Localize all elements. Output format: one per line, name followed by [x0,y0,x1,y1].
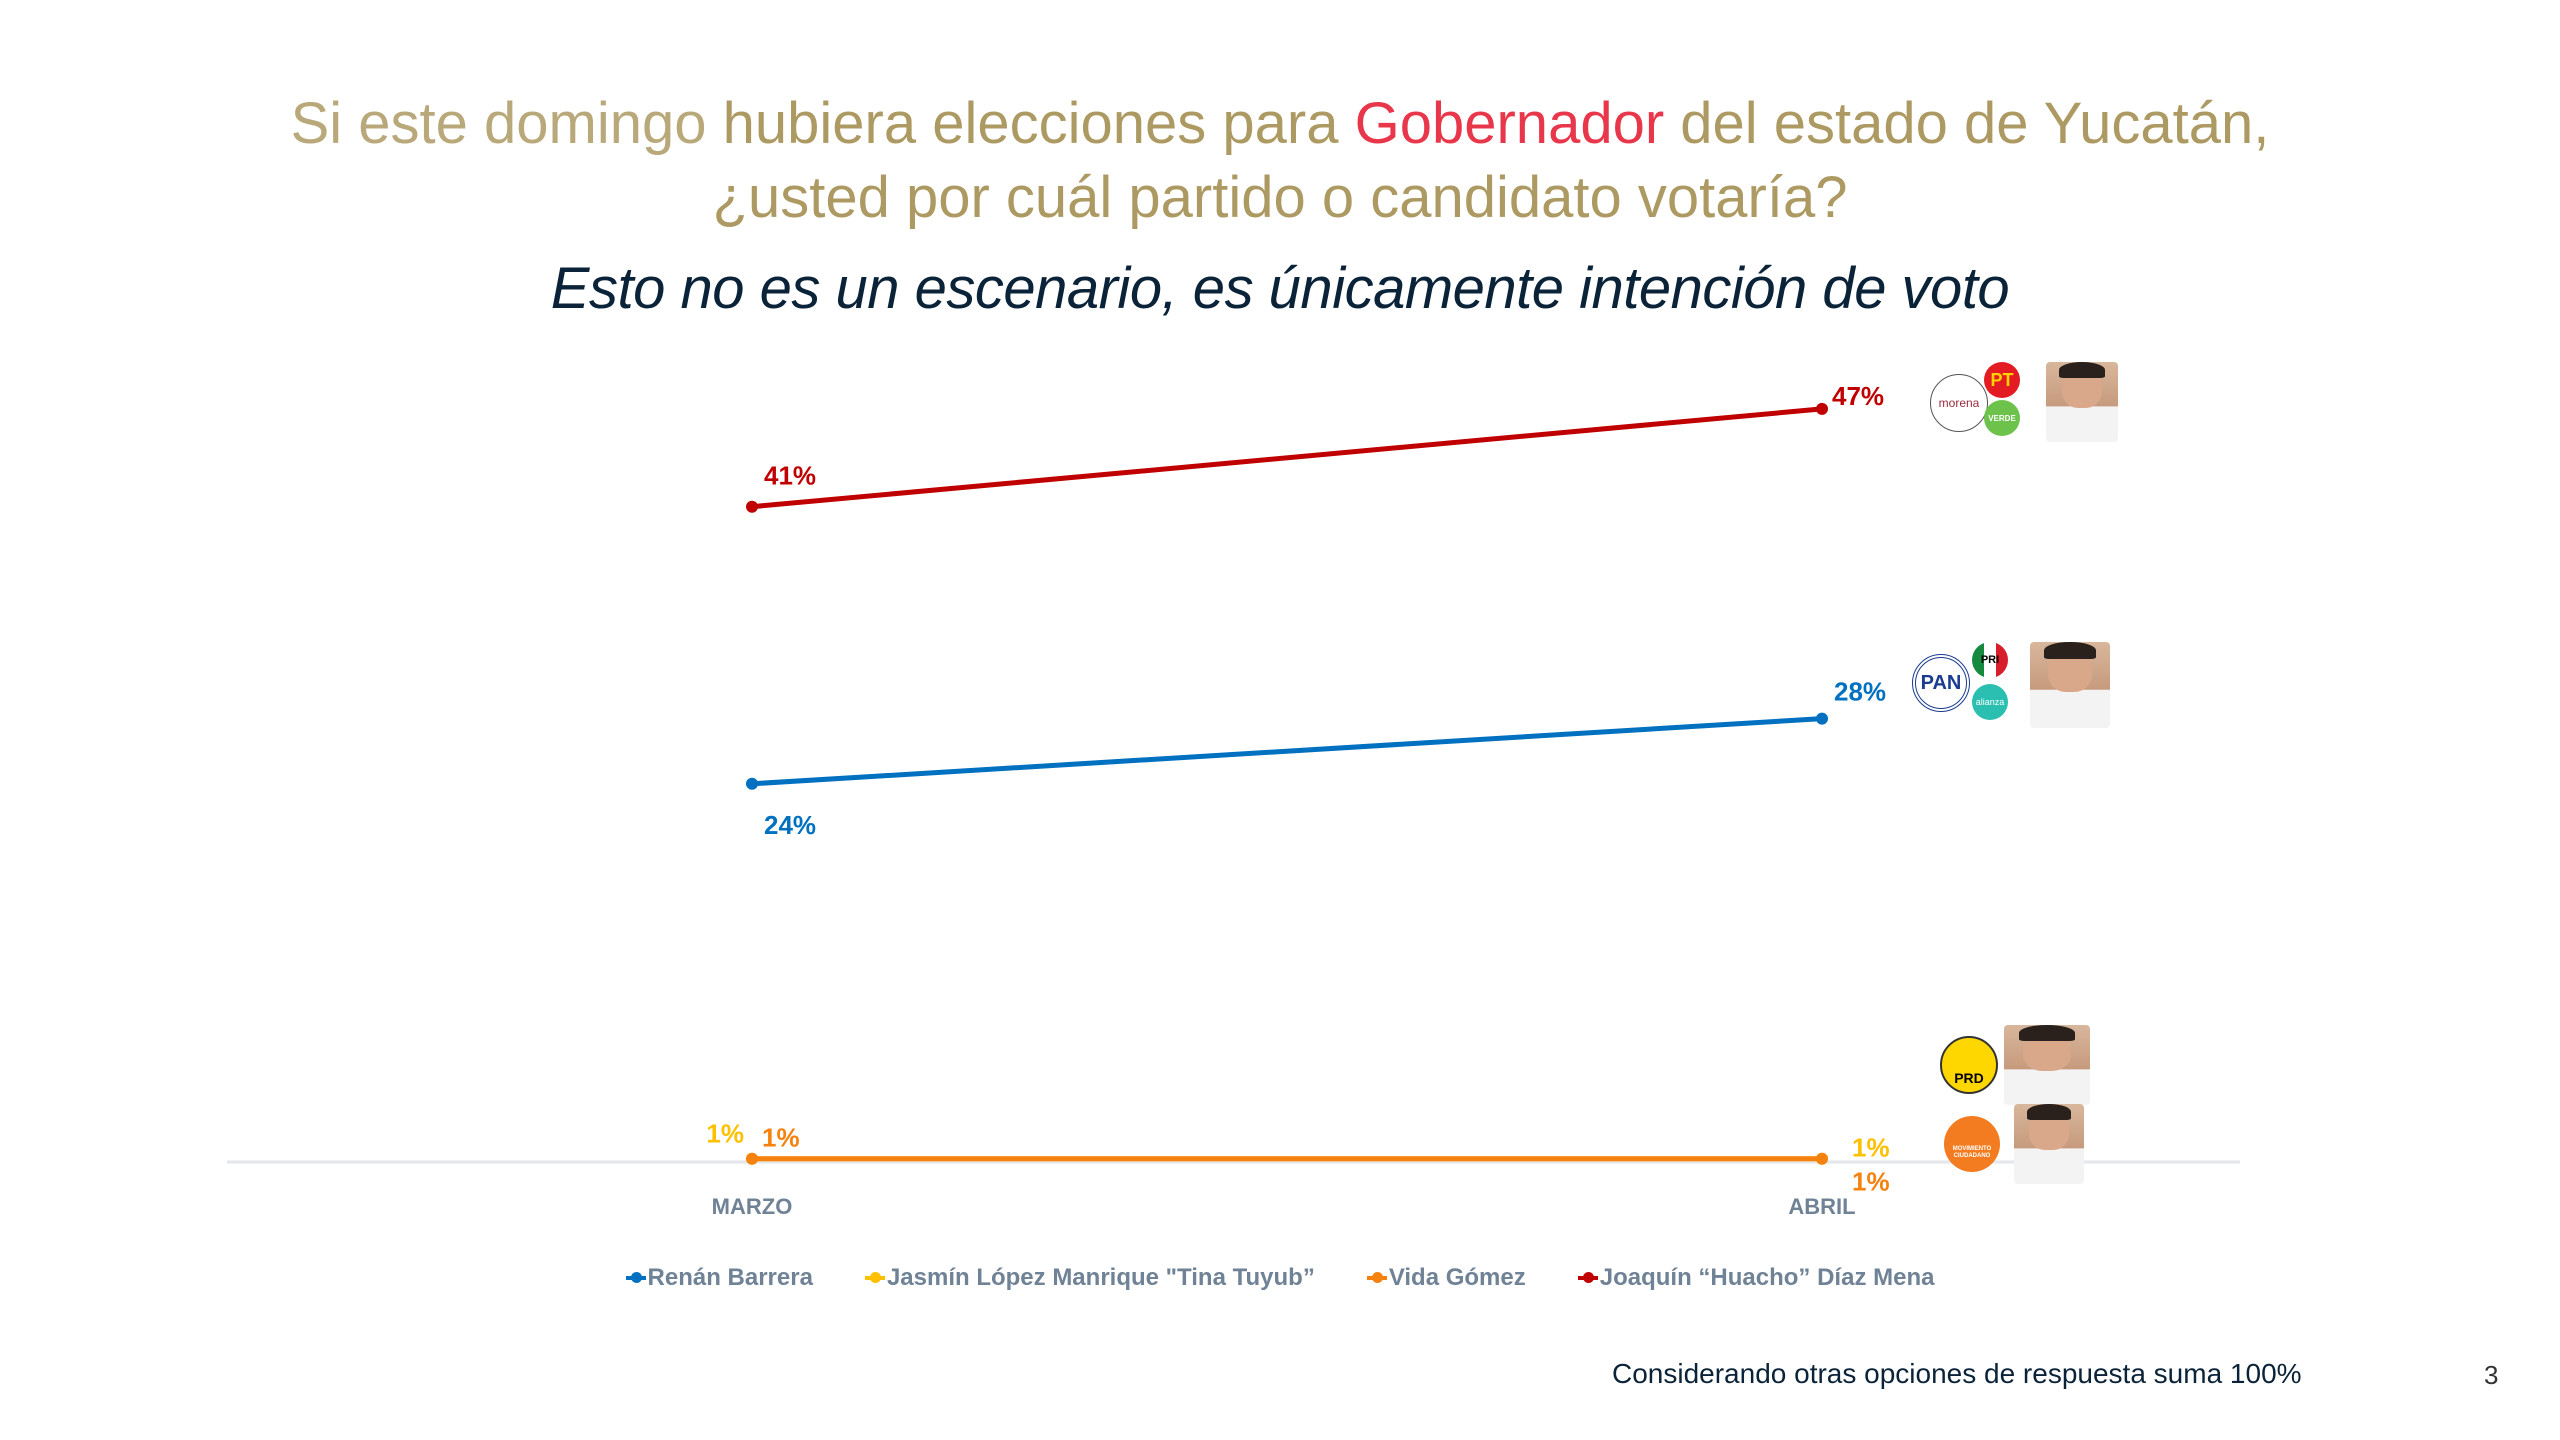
alianza-logo: alianza [1972,684,2008,720]
data-label: 24% [764,810,816,840]
data-label: 41% [764,461,816,491]
prd-logos: PRD [1940,1025,2090,1105]
title-rest: del estado de Yucatán, [1664,91,2270,156]
coalition-morena-logos: morena PT VERDE [1930,362,2118,442]
chart-legend: Renán Barrera Jasmín López Manrique "Tina… [0,1264,2560,1292]
title-intro: Si este domingo [290,91,723,156]
x-tick-label-marzo: MARZO [712,1194,793,1219]
verde-logo: VERDE [1984,400,2020,436]
title-question: ¿usted por cuál partido o candidato vota… [712,165,1848,230]
pan-logo: PAN [1912,654,1970,712]
title-line-1: Si este domingo hubiera elecciones para … [0,88,2560,160]
candidate-photo-tuyub [2004,1025,2090,1105]
legend-item: Vida Gómez [1366,1264,1526,1292]
movimiento-ciudadano-logo: MOVIMIENTO CIUDADANO [1944,1116,2000,1172]
legend-label: Vida Gómez [1388,1264,1526,1291]
legend-marker-icon [864,1272,885,1283]
data-point [1816,402,1828,415]
candidate-photo-gomez [2014,1104,2084,1184]
pt-logo: PT [1984,362,2020,398]
legend-label: Joaquín “Huacho” Díaz Mena [1599,1264,1935,1291]
data-point [1816,712,1828,725]
title-accent: Gobernador [1354,91,1665,156]
legend-item: Renán Barrera [625,1264,813,1292]
footnote: Considerando otras opciones de respuesta… [1612,1358,2302,1389]
data-label: 1% [1852,1167,1890,1197]
legend-label: Renán Barrera [647,1264,813,1291]
series-0: 24% 28% [746,677,1886,840]
legend-label: Jasmín López Manrique "Tina Tuyub” [886,1264,1315,1291]
data-label: 1% [762,1123,800,1153]
legend-item: Joaquín “Huacho” Díaz Mena [1577,1264,1935,1292]
data-point [746,500,758,513]
subtitle: Esto no es un escenario, es únicamente i… [550,256,2010,321]
series-2: 1% 1% [746,1123,1890,1197]
series-line [751,406,1823,510]
series-3: 41% 47% [746,381,1884,513]
candidate-photo-diaz-mena [2046,362,2118,442]
x-axis-labels: MARZO ABRIL [712,1194,1856,1219]
series-line [751,716,1823,787]
data-label: 28% [1834,677,1886,707]
legend-marker-icon [625,1272,646,1283]
legend-item: Jasmín López Manrique "Tina Tuyub” [864,1264,1315,1292]
data-label: 1% [706,1119,744,1149]
page-number: 3 [2484,1360,2499,1390]
pri-logo: PRI [1972,642,2008,678]
data-point [1816,1152,1828,1165]
x-tick-label-abril: ABRIL [1788,1194,1855,1219]
mc-logos: MOVIMIENTO CIUDADANO [1944,1104,2084,1184]
legend-marker-icon [1366,1272,1387,1283]
data-point [746,777,758,790]
data-label: 1% [1852,1133,1890,1163]
legend-marker-icon [1577,1272,1598,1283]
series-layer: 24% 28% 1% 1% 1% 1% 41% 47% [706,381,1889,1197]
title-line-2: ¿usted por cuál partido o candidato vota… [0,162,2560,234]
title-bold: hubiera elecciones para [722,91,1355,156]
morena-logo: morena [1930,374,1988,432]
candidate-photo-barrera [2030,642,2110,728]
data-label: 47% [1832,381,1884,411]
coalition-pan-logos: PAN PRI alianza [1912,642,2110,728]
data-point [746,1152,758,1165]
prd-logo: PRD [1940,1036,1998,1094]
